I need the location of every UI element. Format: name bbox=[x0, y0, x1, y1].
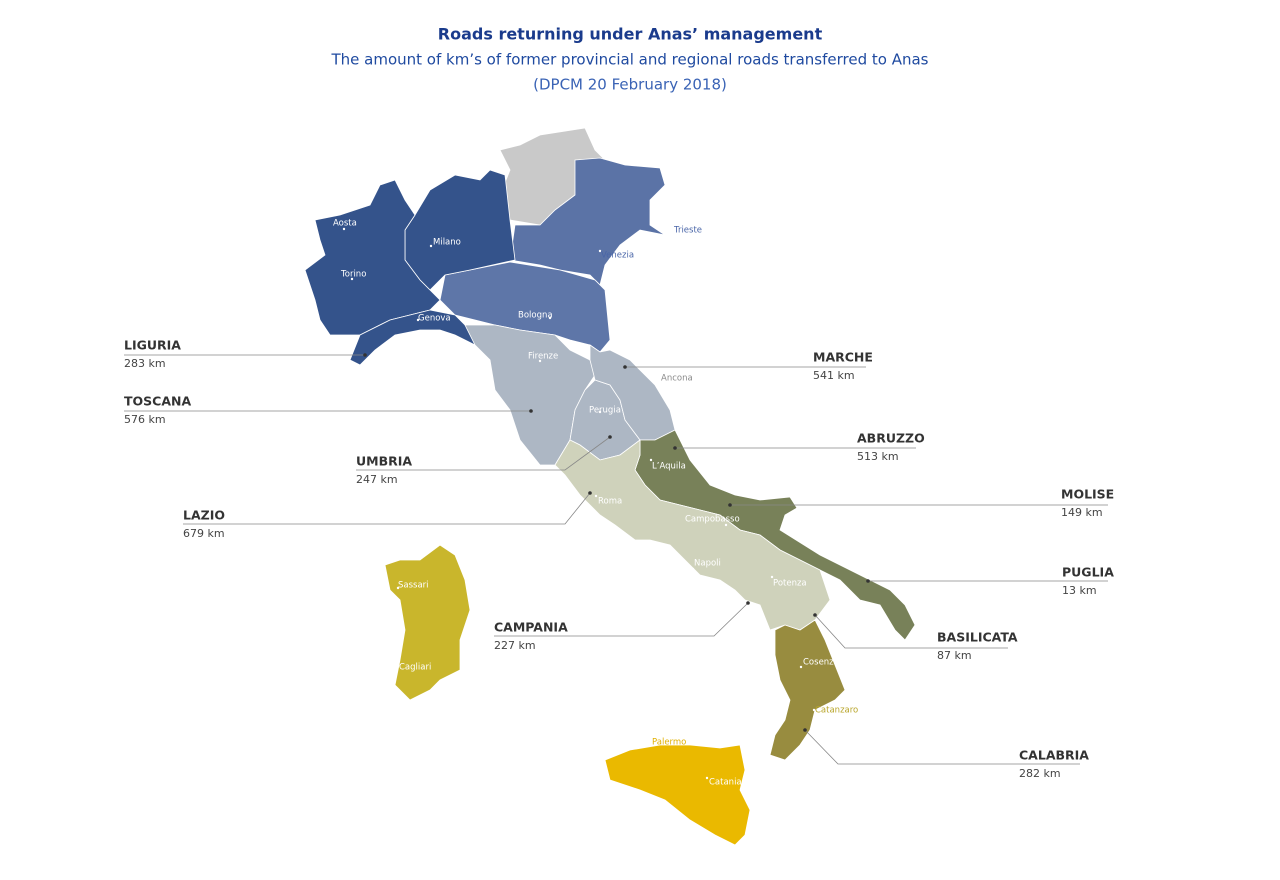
leader-dot bbox=[529, 409, 533, 413]
city-label: Venezia bbox=[601, 251, 634, 261]
veneto-friuli bbox=[509, 157, 666, 286]
city-dot bbox=[799, 665, 803, 669]
city-label: Napoli bbox=[694, 559, 721, 569]
city-dot bbox=[416, 318, 420, 322]
region-name: LAZIO bbox=[183, 508, 225, 523]
subtitle: The amount of km’s of former provincial … bbox=[331, 51, 929, 69]
leader-dot bbox=[588, 491, 592, 495]
leader-dot bbox=[673, 446, 677, 450]
italy bbox=[304, 127, 916, 846]
leader-line bbox=[804, 729, 1080, 765]
labels: LIGURIA 283 km TOSCANA 576 km UMBRIA 247 km LA… bbox=[124, 219, 1114, 788]
city-label: Aosta bbox=[333, 219, 357, 229]
city-label: Torino bbox=[340, 270, 366, 280]
city-dot bbox=[705, 776, 709, 780]
city-dot bbox=[350, 277, 354, 281]
city-label: Milano bbox=[433, 238, 461, 248]
sicilia bbox=[604, 744, 751, 846]
city-dot bbox=[598, 410, 602, 414]
city-label: Cosenza bbox=[803, 658, 839, 668]
note: (DPCM 20 February 2018) bbox=[533, 76, 727, 94]
region-name: PUGLIA bbox=[1062, 565, 1114, 580]
leader-dot bbox=[608, 435, 612, 439]
city-dot bbox=[429, 244, 433, 248]
city-dot bbox=[657, 377, 661, 381]
sardegna bbox=[384, 544, 471, 701]
city-dot bbox=[724, 523, 728, 527]
city-dot bbox=[342, 227, 346, 231]
region-km: 283 km bbox=[124, 357, 166, 370]
region-name: LIGURIA bbox=[124, 338, 181, 353]
city-dot bbox=[670, 229, 674, 233]
city-label: Roma bbox=[598, 497, 622, 507]
leader-dot bbox=[728, 503, 732, 507]
region-km: 149 km bbox=[1061, 506, 1103, 519]
city-label: Bologna bbox=[518, 311, 553, 321]
city-dot bbox=[649, 458, 653, 462]
lazio-campania-basilicata bbox=[554, 439, 831, 631]
leader-dot bbox=[623, 365, 627, 369]
piemonte bbox=[304, 179, 441, 336]
region-km: 227 km bbox=[494, 639, 536, 652]
city-dot bbox=[548, 316, 552, 320]
city-dot bbox=[594, 494, 598, 498]
region-name: ABRUZZO bbox=[857, 431, 925, 446]
city-label: Palermo bbox=[652, 738, 686, 748]
region-name: CAMPANIA bbox=[494, 620, 568, 635]
liguria bbox=[349, 309, 476, 366]
region-km: 13 km bbox=[1062, 584, 1097, 597]
region-km: 247 km bbox=[356, 473, 398, 486]
city-dot bbox=[812, 708, 816, 712]
city-label: Cagliari bbox=[399, 663, 431, 673]
leader-dot bbox=[746, 601, 750, 605]
city-label: L’Aquila bbox=[652, 462, 686, 472]
calabria bbox=[769, 619, 846, 761]
city-label: Genova bbox=[418, 314, 451, 324]
city-dot bbox=[598, 249, 602, 253]
region-name: MOLISE bbox=[1061, 487, 1114, 502]
city-dot bbox=[396, 586, 400, 590]
city-label: Sassari bbox=[398, 581, 429, 591]
region-km: 679 km bbox=[183, 527, 225, 540]
city-label: Firenze bbox=[528, 352, 558, 362]
region-name: BASILICATA bbox=[937, 630, 1018, 645]
region-km: 541 km bbox=[813, 369, 855, 382]
region-name: CALABRIA bbox=[1019, 748, 1089, 763]
city-dot bbox=[538, 359, 542, 363]
city-label: Trieste bbox=[673, 226, 702, 236]
leader-line bbox=[356, 436, 611, 471]
city-dot bbox=[396, 662, 400, 666]
leader-line bbox=[494, 602, 749, 637]
title: Roads returning under Anas’ management bbox=[438, 25, 823, 44]
leader-dot bbox=[866, 579, 870, 583]
region-name: UMBRIA bbox=[356, 454, 412, 469]
city-label: Catanzaro bbox=[815, 706, 858, 716]
leader-line bbox=[183, 492, 591, 525]
leader-line bbox=[814, 614, 1008, 649]
city-dot bbox=[650, 740, 654, 744]
leader-dot bbox=[803, 728, 807, 732]
city-dot bbox=[770, 575, 774, 579]
region-name: TOSCANA bbox=[124, 394, 191, 409]
leader-dot bbox=[363, 353, 367, 357]
region-name: MARCHE bbox=[813, 350, 873, 365]
city-label: Ancona bbox=[661, 374, 693, 384]
city-label: Perugia bbox=[589, 406, 621, 416]
leaders bbox=[124, 354, 1108, 765]
region-km: 87 km bbox=[937, 649, 972, 662]
city-label: Catania bbox=[709, 778, 742, 788]
region-km: 282 km bbox=[1019, 767, 1061, 780]
city-label: Bari bbox=[822, 542, 839, 552]
city-label: Campobasso bbox=[685, 515, 740, 525]
region-km: 513 km bbox=[857, 450, 899, 463]
city-label: Potenza bbox=[773, 579, 807, 589]
region-km: 576 km bbox=[124, 413, 166, 426]
leader-dot bbox=[813, 613, 817, 617]
city-dot bbox=[691, 567, 695, 571]
city-dot bbox=[818, 544, 822, 548]
